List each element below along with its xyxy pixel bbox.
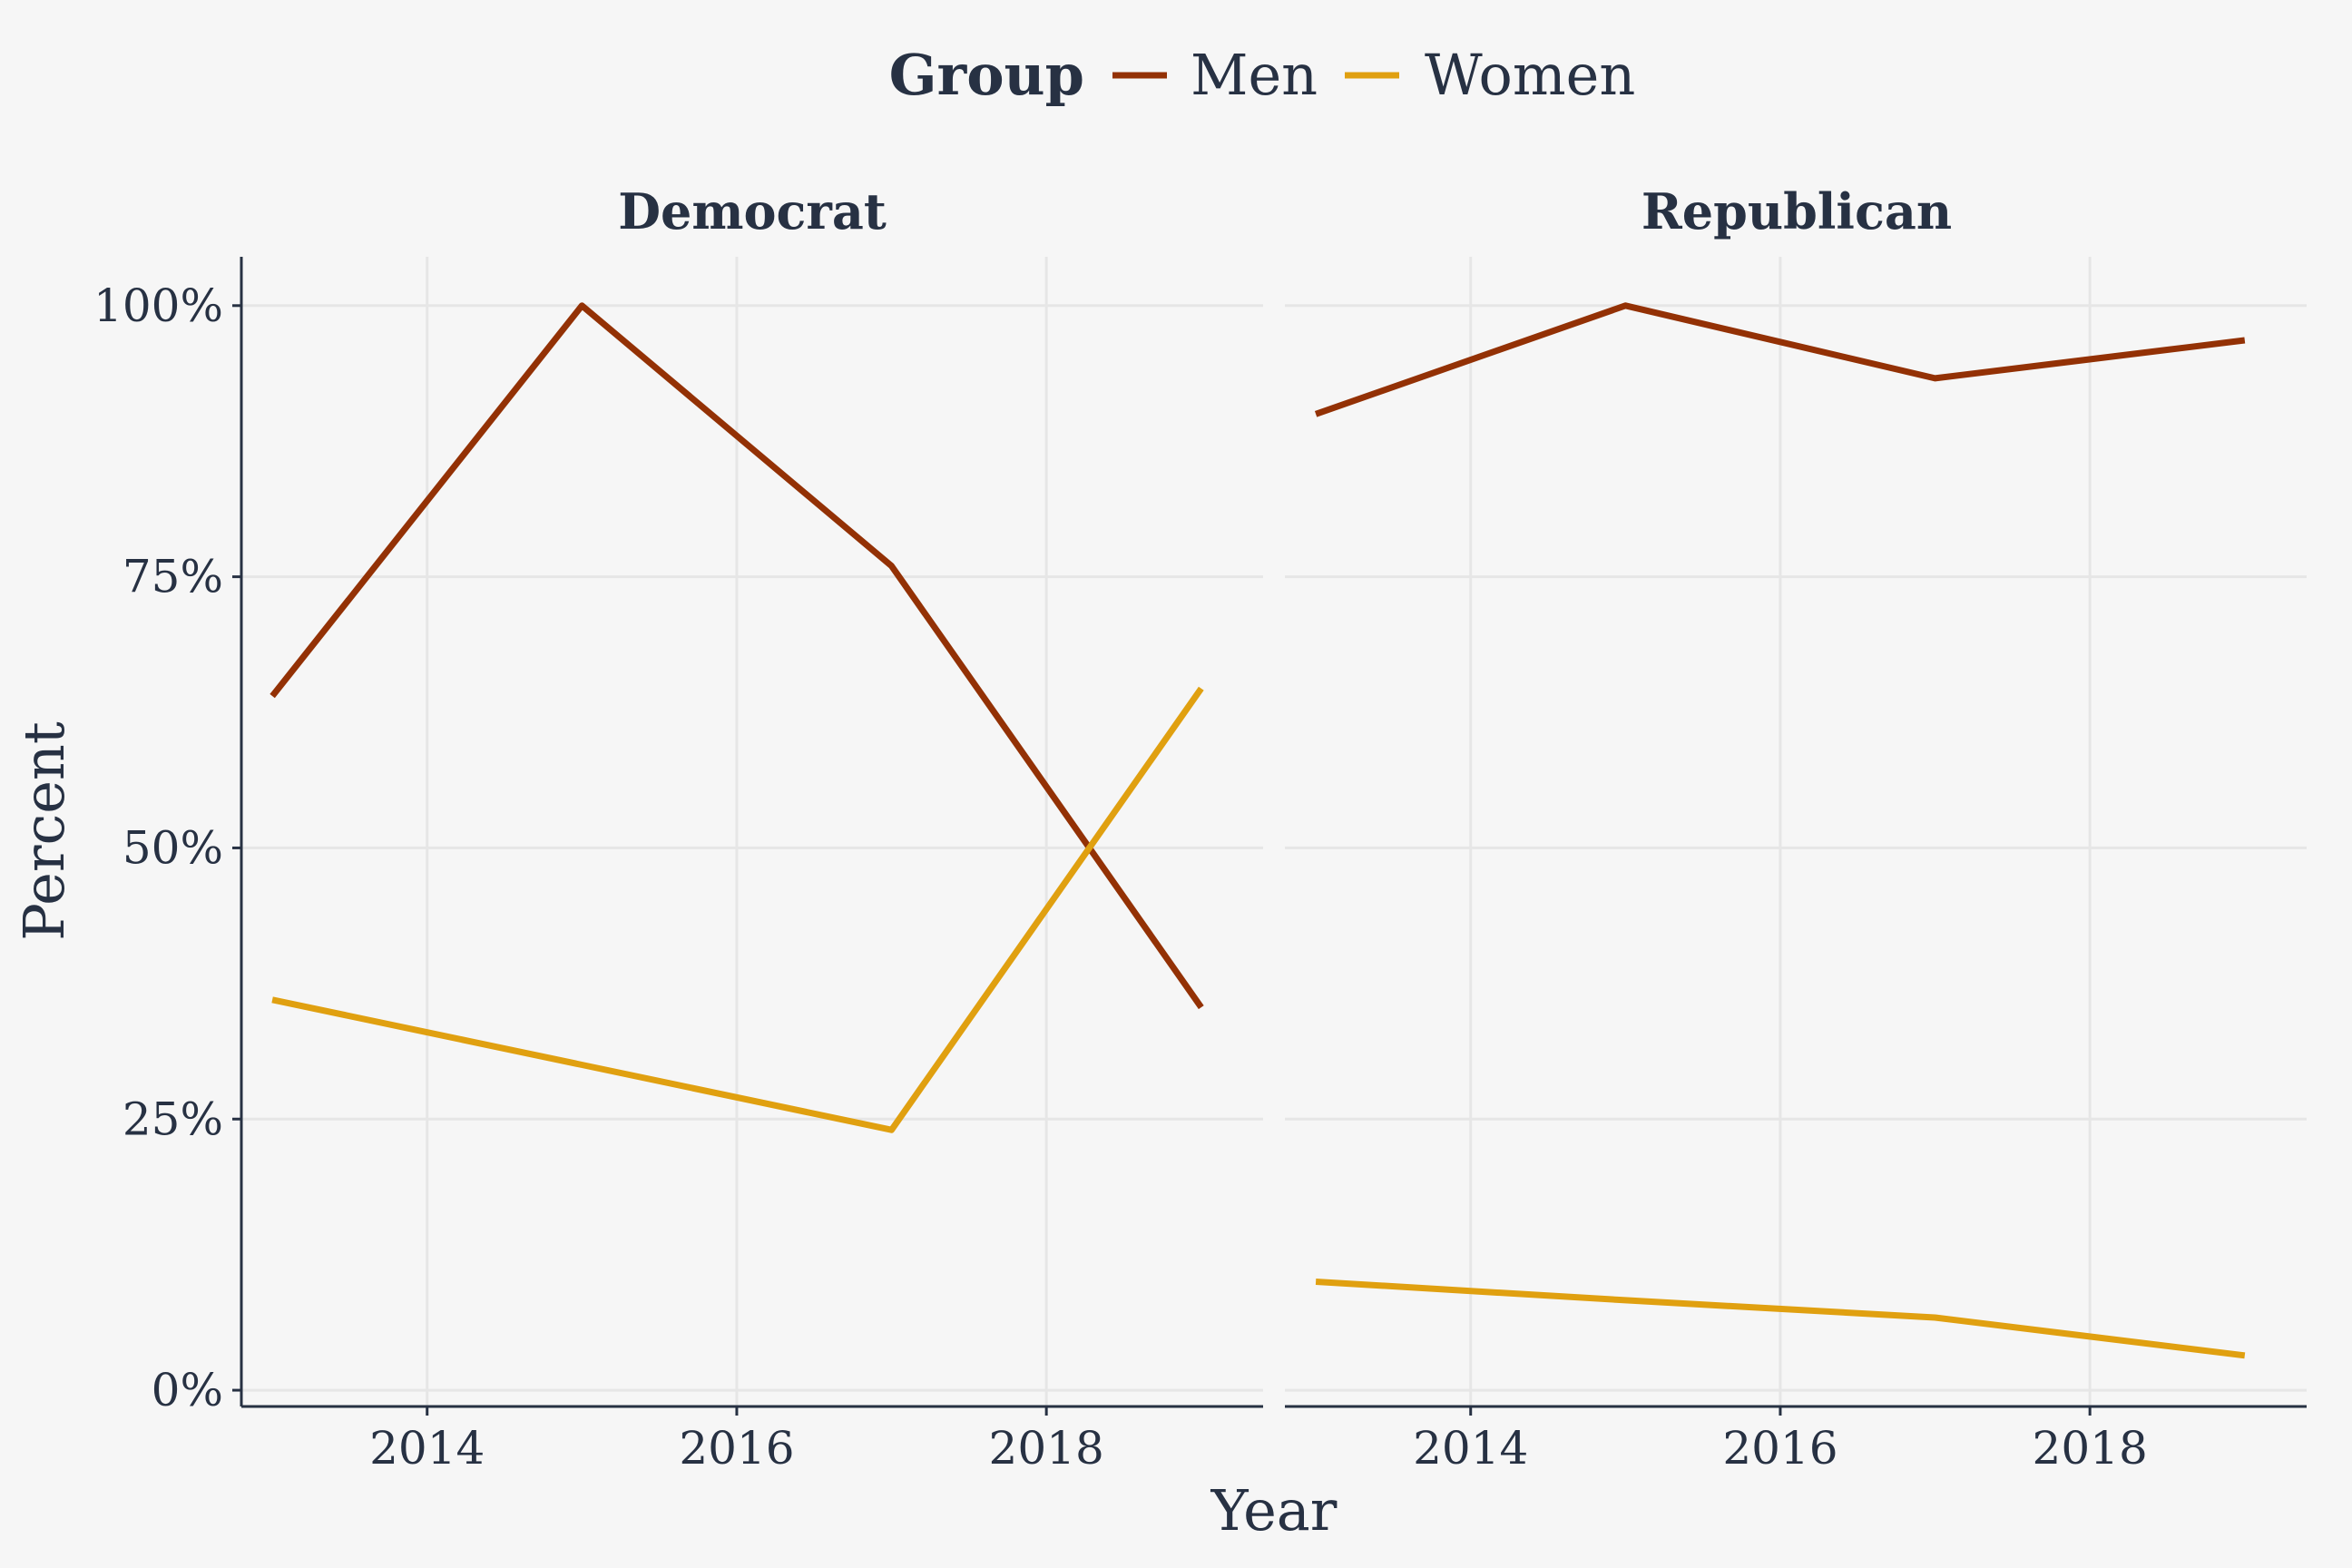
legend-label-women: Women (1425, 42, 1635, 108)
legend-title: Group (889, 42, 1084, 108)
x-tick-label: 2018 (989, 1422, 1104, 1475)
x-tick-label: 2018 (2033, 1422, 2148, 1475)
y-tick-label: 100% (93, 279, 223, 332)
x-ticks-republican: 2014 2016 2018 (1413, 1406, 2148, 1475)
series-line-women (1315, 1279, 2246, 1359)
series-line-women (271, 686, 1204, 1133)
x-tick-label: 2014 (1413, 1422, 1528, 1475)
x-tick-label: 2016 (679, 1422, 794, 1475)
series-line-men (270, 302, 1204, 1010)
series-line-men (1314, 302, 2246, 417)
panel-title-republican: Republican (1642, 182, 1952, 240)
y-axis-title: Percent (11, 721, 77, 941)
panel-democrat: Democrat 2014 2016 2018 0% 25% 50% 75% 100% (93, 182, 1263, 1475)
legend: Group Men Women (889, 42, 1636, 108)
series-republican (1314, 302, 2246, 1359)
y-tick-label: 50% (122, 821, 223, 874)
y-tick-label: 25% (122, 1093, 223, 1145)
x-tick-label: 2014 (369, 1422, 485, 1475)
gridlines-democrat (241, 257, 1263, 1406)
y-tick-label: 75% (122, 551, 223, 603)
gridlines-republican (1285, 257, 2307, 1406)
x-axis-title: Year (1210, 1477, 1338, 1544)
y-ticks: 0% 25% 50% 75% 100% (93, 279, 241, 1416)
panel-title-democrat: Democrat (618, 182, 887, 240)
x-tick-label: 2016 (1722, 1422, 1838, 1475)
x-ticks-democrat: 2014 2016 2018 (369, 1406, 1104, 1475)
legend-label-men: Men (1191, 42, 1318, 108)
panel-republican: Republican 2014 2016 2018 (1285, 182, 2307, 1475)
y-tick-label: 0% (152, 1364, 223, 1416)
series-democrat (270, 302, 1204, 1133)
